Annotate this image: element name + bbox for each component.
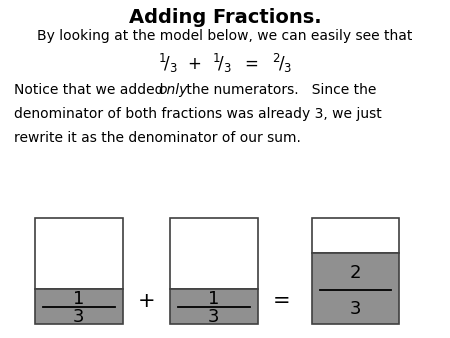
Bar [170, 218, 257, 289]
Text: rewrite it as the denominator of our sum.: rewrite it as the denominator of our sum… [14, 131, 301, 145]
Text: =: = [272, 291, 290, 311]
Bar [311, 254, 400, 324]
Text: 3: 3 [208, 308, 220, 326]
Text: +: + [137, 291, 155, 311]
Text: 2: 2 [350, 264, 361, 282]
Bar [311, 218, 400, 254]
Bar [35, 218, 122, 289]
Text: denominator of both fractions was already 3, we just: denominator of both fractions was alread… [14, 107, 381, 121]
Text: 3: 3 [73, 308, 85, 326]
Text: 1: 1 [208, 290, 220, 308]
Text: Notice that we added: Notice that we added [14, 83, 167, 97]
Text: 1: 1 [73, 290, 85, 308]
Text: By looking at the model below, we can easily see that: By looking at the model below, we can ea… [37, 29, 413, 43]
Text: the numerators.   Since the: the numerators. Since the [182, 83, 376, 97]
Text: Adding Fractions.: Adding Fractions. [129, 8, 321, 27]
Text: $\mathregular{^1\!/}$$_3$  $+$  $\mathregular{^1\!/}$$_3$  $=$  $\mathregular{^2: $\mathregular{^1\!/}$$_3$ $+$ $\mathregu… [158, 52, 292, 75]
Bar [170, 289, 257, 324]
Text: only: only [158, 83, 188, 97]
Bar [35, 289, 122, 324]
Text: 3: 3 [350, 300, 361, 318]
